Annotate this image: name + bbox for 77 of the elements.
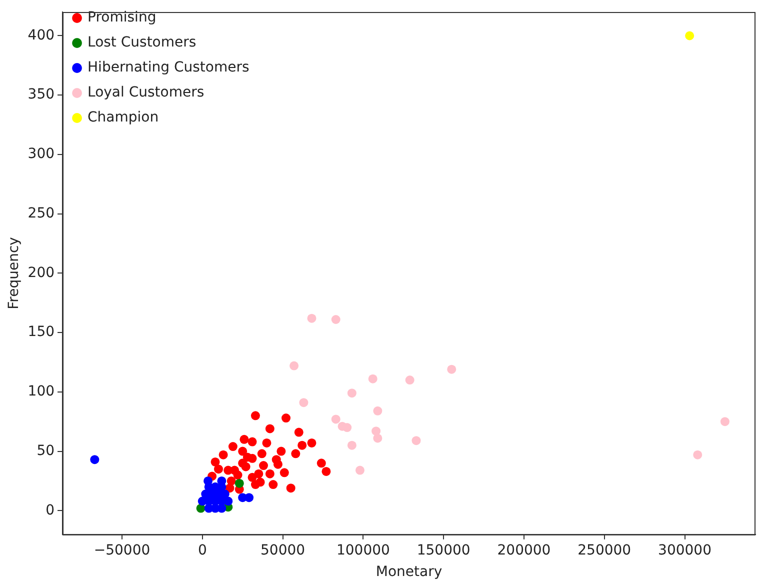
y-tick-label: 50 [36,442,55,459]
point [280,468,289,478]
x-axis-title: Monetary [376,564,442,580]
point [685,31,694,40]
x-tick-label: 250000 [578,542,632,558]
x-tick-label: 50000 [260,542,306,558]
point [250,411,260,420]
y-tick-label: 400 [28,27,55,44]
point [265,469,274,478]
point [347,440,356,450]
legend-label: Loyal Customers [88,84,204,101]
x-tick-label: 100000 [336,542,390,558]
point [268,480,278,490]
x-tick-label: 150000 [416,542,470,558]
y-axis-title: Frequency [6,237,22,310]
point [299,398,308,408]
point [447,364,456,374]
y-tick-label: 300 [28,146,55,162]
point [214,464,223,474]
point [331,315,340,324]
point [307,438,316,448]
point [233,470,242,480]
point [693,450,702,460]
point [234,478,244,488]
point [282,414,291,423]
point [238,446,248,456]
y-tick-label: 0 [46,502,55,518]
y-tick-label: 350 [28,86,55,103]
point [368,374,378,384]
y-tick-label: 200 [28,264,55,281]
point [291,449,300,458]
point [248,472,257,482]
point [298,440,307,450]
point [256,478,265,487]
legend-label: Champion [88,110,159,126]
point [412,436,421,446]
point [204,476,213,486]
point [342,423,352,432]
point [244,493,254,502]
point [347,388,356,398]
point [240,434,249,444]
point [286,484,296,493]
point [273,460,282,469]
point [720,417,730,426]
x-tick-label: 200000 [497,542,551,558]
point [373,406,382,416]
point [238,458,248,468]
point [242,452,252,462]
point [265,424,274,434]
y-tick-label: 150 [28,324,55,340]
point [290,361,299,370]
y-tick-label: 100 [28,384,55,400]
y-tick-label: 250 [28,205,55,222]
point [405,376,414,385]
point [228,442,238,452]
point [316,458,326,468]
point [322,466,331,476]
x-tick-label: −50000 [94,542,150,558]
point [355,466,364,475]
point [257,449,266,458]
point [259,461,268,470]
point [331,414,340,424]
point [218,450,228,460]
legend-label: Promising [88,10,156,26]
legend-label: Lost Customers [88,34,196,51]
point [248,437,257,446]
point [373,434,382,443]
legend-label: Hibernating Customers [88,60,250,76]
x-tick-label: 0 [198,542,207,558]
point [276,446,286,456]
point [224,496,233,506]
point [294,428,304,437]
point [262,438,272,448]
point [210,457,220,466]
x-tick-label: 300000 [658,542,712,558]
point [307,314,316,323]
point [90,455,100,464]
